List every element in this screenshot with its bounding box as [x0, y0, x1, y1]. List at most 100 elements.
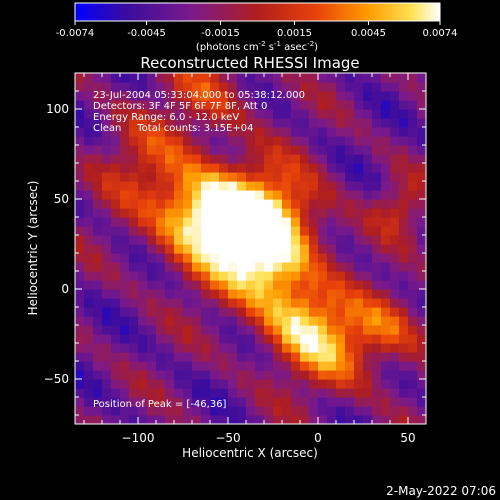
- heatmap-cell: [390, 334, 400, 344]
- heatmap-cell: [246, 91, 256, 101]
- heatmap-cell: [399, 343, 409, 353]
- heatmap-cell: [129, 199, 139, 209]
- heatmap-cell: [102, 127, 112, 137]
- heatmap-cell: [219, 226, 229, 236]
- heatmap-cell: [129, 316, 139, 326]
- heatmap-cell: [165, 388, 175, 398]
- heatmap-cell: [381, 208, 391, 218]
- heatmap-cell: [228, 316, 238, 326]
- heatmap-cell: [228, 244, 238, 254]
- heatmap-cell: [210, 244, 220, 254]
- x-axis-label: Heliocentric X (arcsec): [182, 446, 318, 460]
- heatmap-cell: [417, 109, 426, 119]
- heatmap-cell: [390, 280, 400, 290]
- heatmap-cell: [408, 397, 418, 407]
- heatmap-cell: [129, 334, 139, 344]
- heatmap-cell: [138, 217, 148, 227]
- heatmap-cell: [309, 208, 319, 218]
- footer-date: 2-May-2022 07:06: [386, 484, 496, 498]
- heatmap-cell: [345, 370, 355, 380]
- heatmap-cell: [255, 172, 265, 182]
- heatmap-cell: [282, 190, 292, 200]
- heatmap-cell: [228, 343, 238, 353]
- heatmap-cell: [102, 325, 112, 335]
- heatmap-cell: [147, 379, 157, 389]
- heatmap-cell: [156, 172, 166, 182]
- heatmap-cell: [354, 163, 364, 173]
- heatmap-cell: [219, 388, 229, 398]
- heatmap-cell: [174, 307, 184, 317]
- heatmap-cell: [174, 172, 184, 182]
- heatmap-cell: [165, 136, 175, 146]
- heatmap-cell: [336, 145, 346, 155]
- heatmap-cell: [156, 334, 166, 344]
- heatmap-cell: [300, 361, 310, 371]
- heatmap-cell: [390, 127, 400, 137]
- heatmap-cell: [237, 316, 247, 326]
- heatmap-cell: [300, 163, 310, 173]
- heatmap-cell: [201, 397, 211, 407]
- heatmap-cell: [93, 109, 103, 119]
- heatmap-cell: [237, 181, 247, 191]
- heatmap-cell: [363, 145, 373, 155]
- heatmap-cell: [318, 208, 328, 218]
- heatmap-cell: [246, 190, 256, 200]
- heatmap-cell: [327, 73, 337, 83]
- heatmap-cell: [219, 271, 229, 281]
- heatmap-cell: [165, 316, 175, 326]
- heatmap-cell: [192, 145, 202, 155]
- heatmap-cell: [282, 262, 292, 272]
- heatmap-cell: [201, 388, 211, 398]
- heatmap-cell: [174, 271, 184, 281]
- heatmap-cell: [201, 325, 211, 335]
- heatmap-cell: [309, 316, 319, 326]
- heatmap-cell: [156, 253, 166, 263]
- heatmap-cell: [264, 253, 274, 263]
- colorbar-tick-label: -0.0074: [56, 28, 95, 39]
- heatmap-cell: [219, 199, 229, 209]
- heatmap-cell: [192, 334, 202, 344]
- heatmap-cell: [336, 190, 346, 200]
- heatmap-cell: [75, 226, 85, 236]
- heatmap-cell: [165, 361, 175, 371]
- heatmap-cell: [228, 118, 238, 128]
- heatmap-cell: [183, 361, 193, 371]
- heatmap-cell: [417, 244, 426, 254]
- heatmap-cell: [156, 370, 166, 380]
- heatmap-cell: [291, 343, 301, 353]
- heatmap-cell: [273, 235, 283, 245]
- heatmap-cell: [147, 82, 157, 92]
- heatmap-cell: [102, 397, 112, 407]
- heatmap-cell: [174, 352, 184, 362]
- heatmap-cell: [345, 145, 355, 155]
- heatmap-cell: [408, 334, 418, 344]
- heatmap-cell: [219, 100, 229, 110]
- heatmap-cell: [183, 262, 193, 272]
- heatmap-cell: [390, 154, 400, 164]
- heatmap-cell: [138, 379, 148, 389]
- chart-title: Reconstructed RHESSI Image: [140, 54, 359, 72]
- heatmap-cell: [93, 154, 103, 164]
- heatmap-cell: [210, 397, 220, 407]
- heatmap-cell: [192, 325, 202, 335]
- heatmap-cell: [372, 334, 382, 344]
- heatmap-cell: [345, 298, 355, 308]
- heatmap-cell: [336, 199, 346, 209]
- heatmap-cell: [309, 127, 319, 137]
- heatmap-cell: [399, 334, 409, 344]
- heatmap-cell: [192, 379, 202, 389]
- heatmap-cell: [255, 262, 265, 272]
- heatmap-cell: [345, 280, 355, 290]
- colorbar-tick-label: 0.0045: [351, 28, 386, 39]
- heatmap-cell: [165, 244, 175, 254]
- heatmap-cell: [345, 415, 355, 424]
- heatmap-cell: [246, 154, 256, 164]
- heatmap-cell: [84, 307, 94, 317]
- heatmap-cell: [354, 82, 364, 92]
- heatmap-cell: [255, 136, 265, 146]
- heatmap-cell: [102, 91, 112, 101]
- heatmap-cell: [84, 154, 94, 164]
- heatmap-cell: [282, 82, 292, 92]
- heatmap-cell: [129, 208, 139, 218]
- y-tick-label: 0: [61, 282, 69, 296]
